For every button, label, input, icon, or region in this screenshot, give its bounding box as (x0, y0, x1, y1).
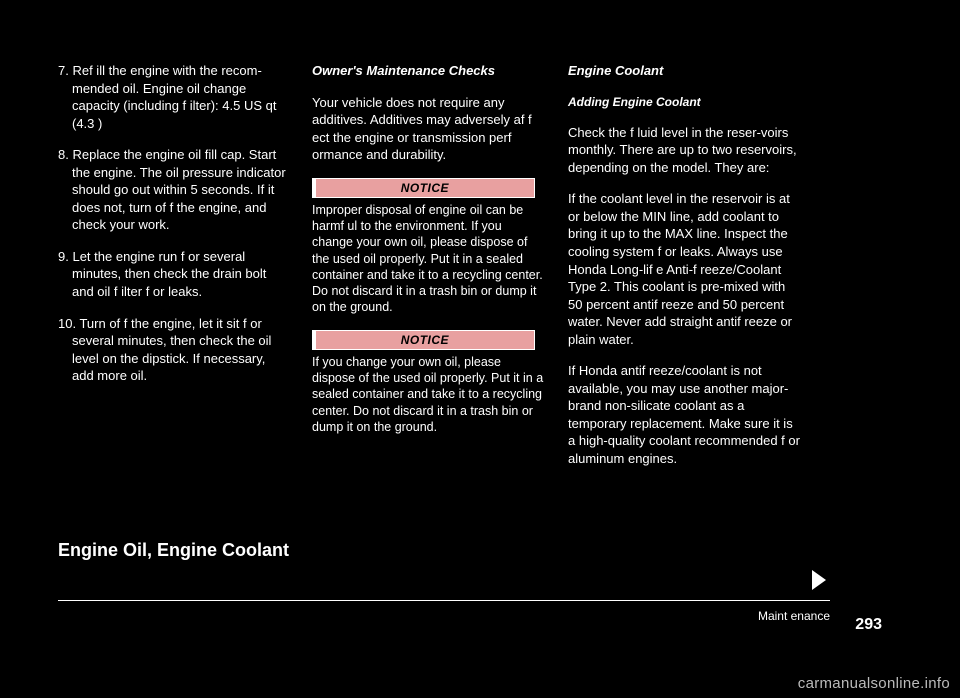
continue-arrow-icon (812, 570, 826, 590)
coolant-sub: Adding Engine Coolant (568, 94, 800, 110)
footer-category: Maint enance (758, 608, 830, 625)
additives-heading: Owner's Maintenance Checks (312, 62, 544, 80)
coolant-p3: If Honda antif reeze/coolant is not avai… (568, 362, 800, 467)
page-number: 293 (855, 616, 882, 634)
step-10: 10. Turn of f the engine, let it sit f o… (72, 315, 290, 385)
column-1: 7. Ref ill the engine with the recom-men… (58, 62, 290, 399)
coolant-p1: Check the f luid level in the reser-voir… (568, 124, 800, 177)
coolant-p2: If the coolant level in the reservoir is… (568, 190, 800, 348)
page-section-title: Engine Oil, Engine Coolant (58, 540, 289, 561)
additives-text: Your vehicle does not require any additi… (312, 94, 544, 164)
step-num: 9. (58, 249, 69, 264)
step-8: 8. Replace the engine oil fill cap. Star… (72, 146, 290, 234)
step-num: 7. (58, 63, 69, 78)
notice-bar-2: NOTICE (312, 330, 535, 350)
manual-page: 7. Ref ill the engine with the recom-men… (0, 0, 960, 698)
watermark-text: carmanualsonline.info (798, 675, 950, 692)
step-9: 9. Let the engine run f or several minut… (72, 248, 290, 301)
column-2: Owner's Maintenance Checks Your vehicle … (312, 62, 544, 449)
step-text: Let the engine run f or several minutes,… (72, 249, 266, 299)
notice-text-2: If you change your own oil, please dispo… (312, 354, 544, 435)
step-num: 8. (58, 147, 69, 162)
coolant-heading: Engine Coolant (568, 62, 800, 80)
step-text: Ref ill the engine with the recom-mended… (72, 63, 276, 131)
notice-text-1: Improper disposal of engine oil can be h… (312, 202, 544, 316)
footer-divider (58, 600, 830, 601)
column-3: Engine Coolant Adding Engine Coolant Che… (568, 62, 800, 482)
step-text: Turn of f the engine, let it sit f or se… (72, 316, 271, 384)
step-num: 10. (58, 316, 76, 331)
step-text: Replace the engine oil fill cap. Start t… (72, 147, 286, 232)
notice-bar-1: NOTICE (312, 178, 535, 198)
step-7: 7. Ref ill the engine with the recom-men… (72, 62, 290, 132)
